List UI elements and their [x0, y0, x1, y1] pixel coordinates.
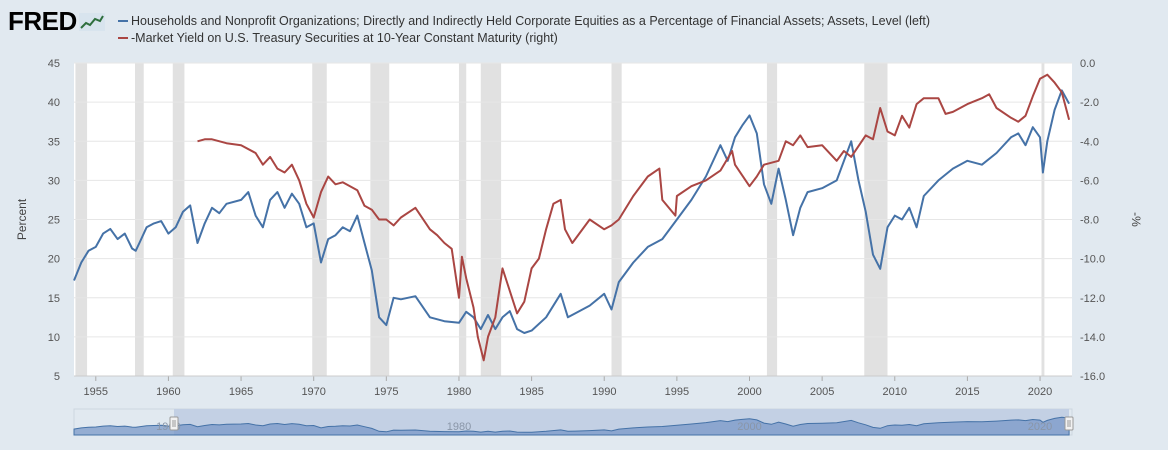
- right-tick-label: -10.0: [1080, 254, 1105, 266]
- legend-item-treasury[interactable]: -Market Yield on U.S. Treasury Securitie…: [118, 29, 930, 46]
- left-axis-title: Percent: [15, 198, 29, 240]
- left-tick-label: 40: [48, 97, 60, 109]
- x-tick-label: 1970: [301, 386, 325, 398]
- left-tick-label: 20: [48, 254, 60, 266]
- right-tick-label: -6.0: [1080, 175, 1099, 187]
- right-tick-label: 0.0: [1080, 58, 1095, 70]
- left-tick-label: 25: [48, 215, 60, 227]
- navigator-label: 2000: [737, 421, 761, 433]
- fred-logo[interactable]: FRED: [8, 6, 105, 37]
- x-tick-label: 1980: [447, 386, 471, 398]
- right-tick-label: -8.0: [1080, 215, 1099, 227]
- x-tick-label: 1960: [156, 386, 180, 398]
- x-tick-label: 2000: [737, 386, 761, 398]
- x-tick-label: 1995: [665, 386, 689, 398]
- x-tick-label: 2005: [810, 386, 834, 398]
- left-tick-label: 45: [48, 58, 60, 70]
- legend-label-treasury: -Market Yield on U.S. Treasury Securitie…: [131, 30, 558, 45]
- right-tick-label: -4.0: [1080, 136, 1099, 148]
- left-tick-label: 30: [48, 175, 60, 187]
- navigator-series-area: [73, 416, 1070, 436]
- legend-item-equities[interactable]: Households and Nonprofit Organizations; …: [118, 12, 930, 29]
- x-tick-label: 2015: [955, 386, 979, 398]
- series-line-equities: [73, 89, 1070, 334]
- x-tick-label: 1990: [592, 386, 616, 398]
- right-axis-title: -%: [1129, 212, 1143, 227]
- right-tick-label: -14.0: [1080, 332, 1105, 344]
- chart-legend: Households and Nonprofit Organizations; …: [118, 12, 930, 46]
- navigator-handle-left[interactable]: [169, 416, 179, 431]
- right-tick-label: -16.0: [1080, 371, 1105, 383]
- legend-label-equities: Households and Nonprofit Organizations; …: [131, 13, 931, 28]
- right-tick-label: -12.0: [1080, 293, 1105, 305]
- series-line-treasury: [197, 73, 1071, 362]
- x-tick-label: 1955: [84, 386, 108, 398]
- legend-swatch-treasury: [118, 36, 128, 39]
- left-tick-label: 10: [48, 332, 60, 344]
- navigator-handle-right[interactable]: [1064, 416, 1074, 431]
- x-tick-label: 2010: [883, 386, 907, 398]
- left-tick-label: 35: [48, 136, 60, 148]
- left-tick-label: 15: [48, 293, 60, 305]
- navigator-label: 1980: [447, 421, 471, 433]
- x-tick-label: 1975: [374, 386, 398, 398]
- legend-swatch-equities: [118, 19, 128, 22]
- navigator-label: 2020: [1028, 421, 1052, 433]
- x-tick-label: 2020: [1028, 386, 1052, 398]
- fred-logo-text: FRED: [8, 6, 77, 36]
- x-tick-label: 1985: [519, 386, 543, 398]
- fred-logo-chart-icon: [78, 13, 105, 31]
- left-tick-label: 5: [54, 371, 60, 383]
- x-tick-label: 1965: [229, 386, 253, 398]
- right-tick-label: -2.0: [1080, 97, 1099, 109]
